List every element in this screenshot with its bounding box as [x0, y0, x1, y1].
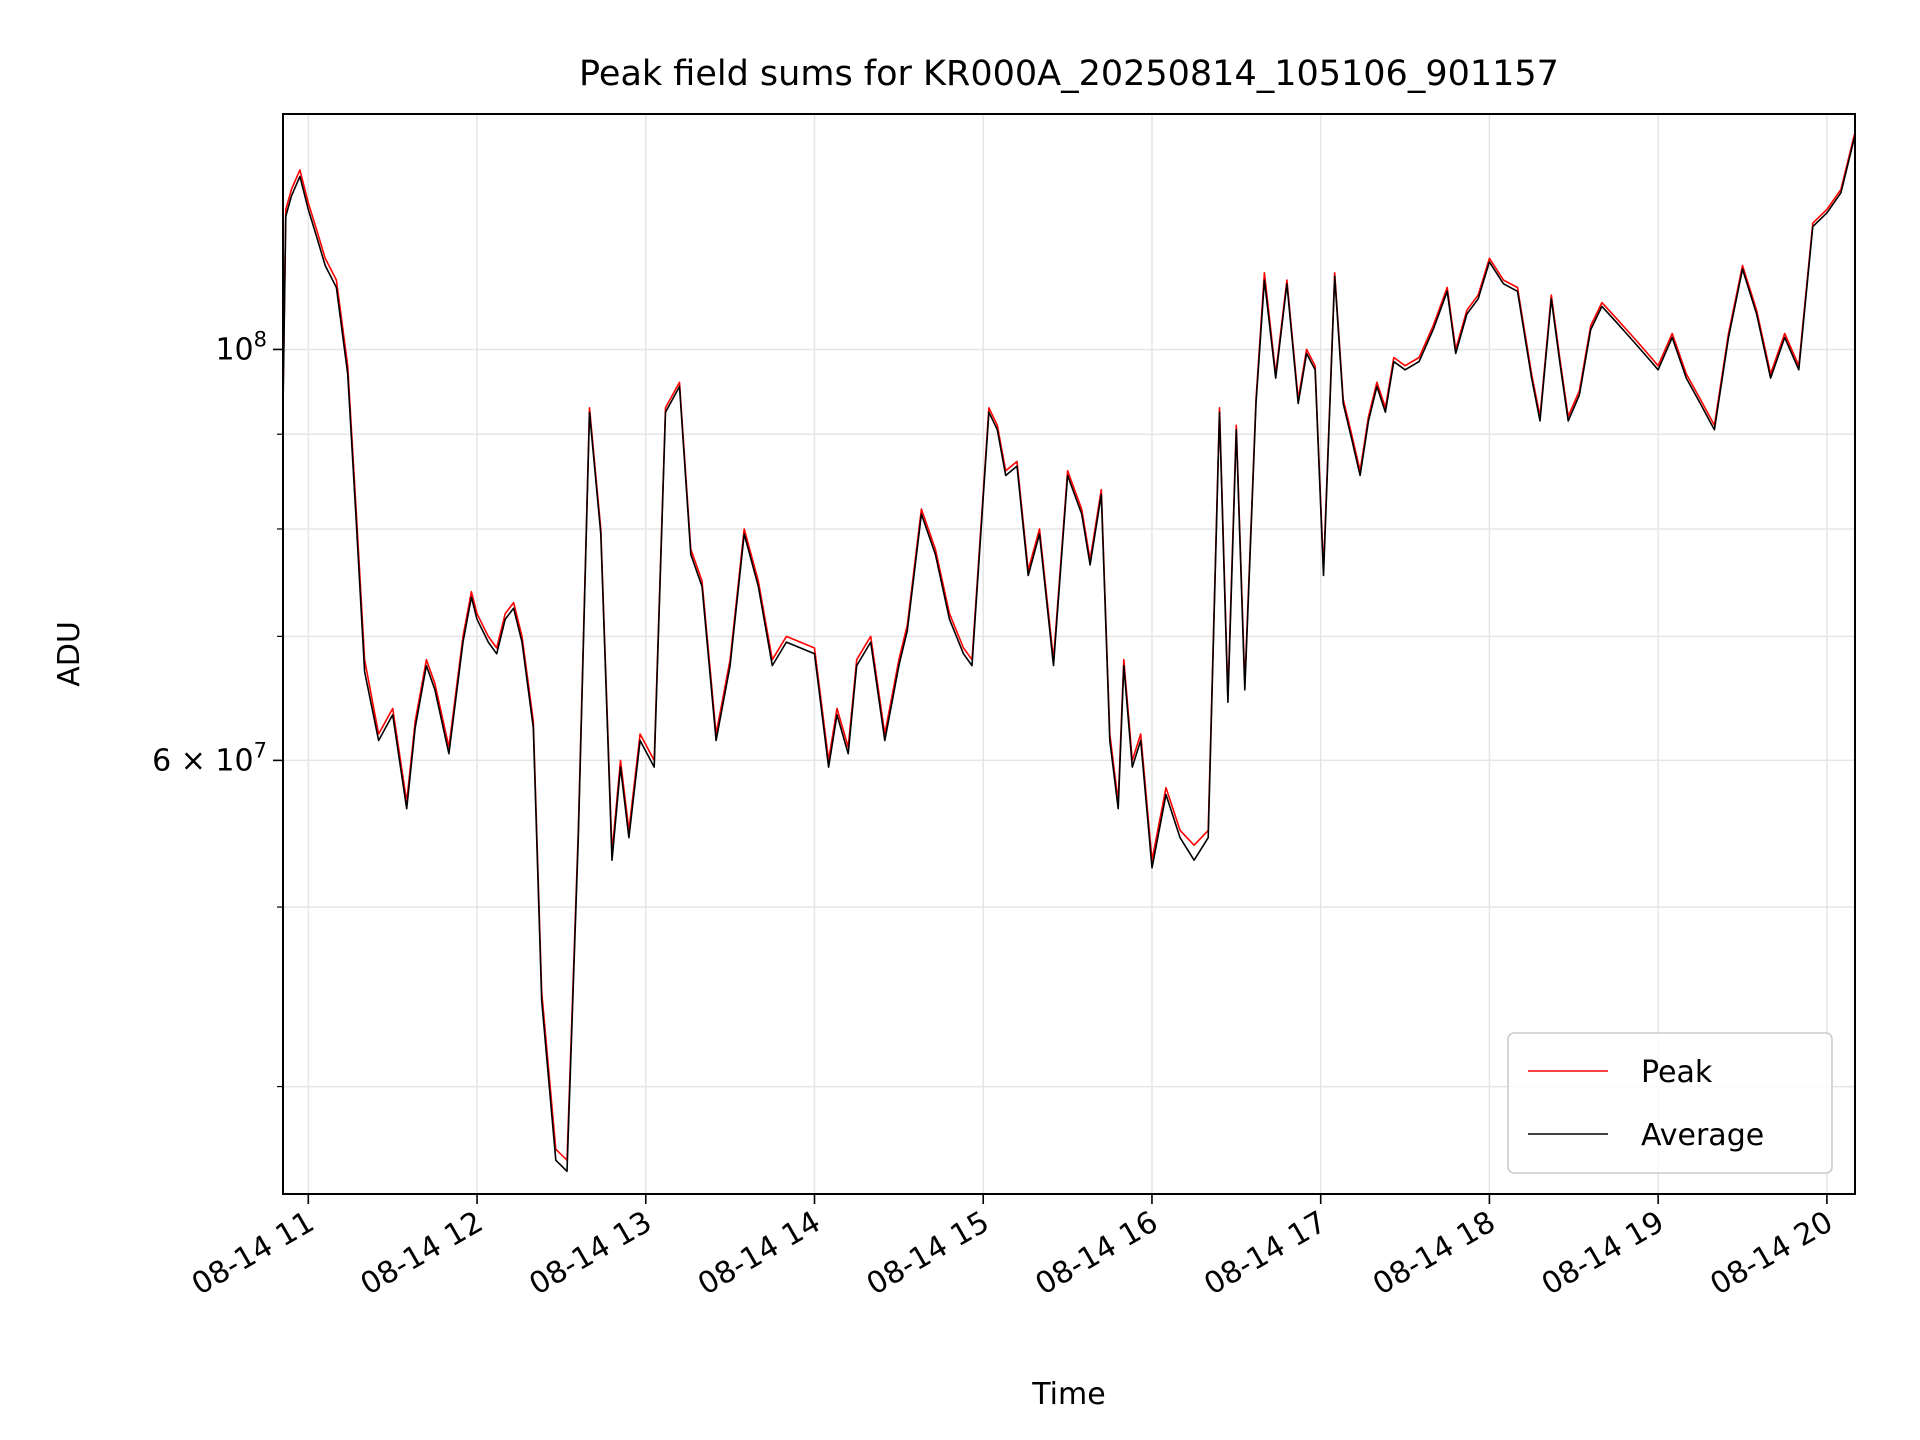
y-tick-label: 108: [215, 327, 267, 367]
y-tick-label: 6 × 107: [152, 738, 267, 778]
series-line-peak: [282, 132, 1856, 1161]
legend-box: [1507, 1032, 1833, 1174]
plot-area: [282, 132, 1856, 1173]
y-axis-label: ADU: [52, 621, 87, 687]
y-axis: 6 × 107 108: [152, 327, 283, 1088]
grid: [283, 114, 1855, 1194]
x-axis-label: Time: [1031, 1377, 1105, 1412]
legend-label-peak: Peak: [1641, 1055, 1713, 1090]
chart-title: Peak field sums for KR000A_20250814_1051…: [579, 54, 1559, 94]
legend-label-average: Average: [1641, 1118, 1764, 1153]
series-line-average: [282, 135, 1856, 1173]
plot-frame: [282, 113, 1856, 1195]
legend: Peak Average: [1507, 1032, 1833, 1174]
